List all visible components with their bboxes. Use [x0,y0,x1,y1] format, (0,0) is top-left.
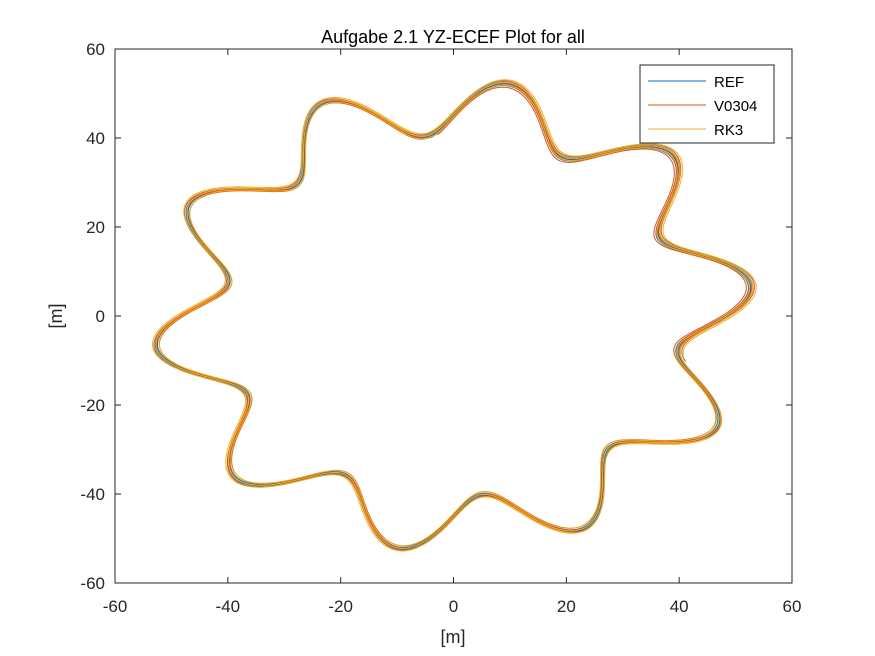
x-tick-label: 0 [449,597,458,616]
x-tick-label: -60 [103,597,128,616]
x-axis-label: [m] [441,627,466,647]
legend-label-ref: REF [714,74,744,91]
x-tick-label: -20 [328,597,353,616]
x-tick-label: 40 [670,597,689,616]
x-tick-label: 60 [783,597,802,616]
y-tick-label: -60 [80,574,105,593]
series-layer [152,79,757,552]
y-tick-label: 40 [86,129,105,148]
y-tick-label: -20 [80,396,105,415]
ticks-layer: -60 -40 -20 0 20 40 60 -60 -40 -20 0 20 40 60 [80,40,801,616]
y-tick-label: -40 [80,485,105,504]
legend-label-rk3: RK3 [714,122,743,139]
y-tick-label: 20 [86,218,105,237]
x-tick-label: -40 [216,597,241,616]
legend-label-v0304: V0304 [714,98,757,115]
series-line-rk3 [152,79,757,552]
legend-box [639,64,775,144]
chart-title: Aufgabe 2.1 YZ-ECEF Plot for all [321,27,585,47]
x-tick-label: 20 [557,597,576,616]
y-tick-label: 0 [96,307,105,326]
y-tick-label: 60 [86,40,105,59]
legend: REF V0304 RK3 [639,64,775,144]
y-axis-label: [m] [46,304,66,329]
